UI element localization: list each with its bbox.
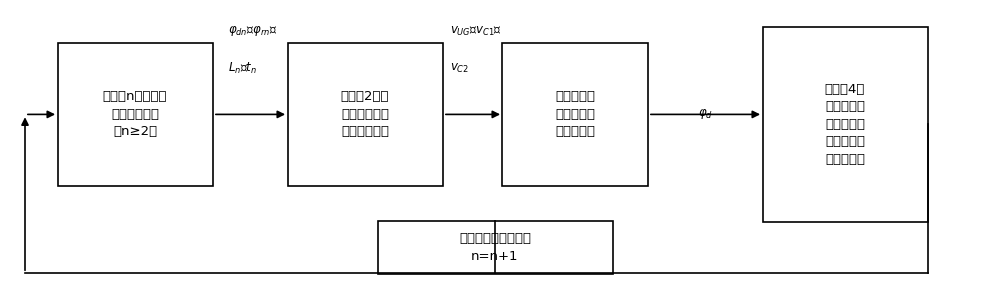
Bar bbox=[378, 221, 612, 274]
Text: $v_{UG}$、$v_{C1}$、: $v_{UG}$、$v_{C1}$、 bbox=[450, 25, 502, 38]
Text: $\varphi_{dn}$、$\varphi_{rn}$、: $\varphi_{dn}$、$\varphi_{rn}$、 bbox=[228, 25, 277, 38]
Bar bbox=[58, 43, 213, 186]
Text: 解算航向参
考范围并选
取目标航向: 解算航向参 考范围并选 取目标航向 bbox=[555, 90, 595, 138]
Text: 完成第n个滑翔周
期后采集数据
（n≥2）: 完成第n个滑翔周 期后采集数据 （n≥2） bbox=[103, 90, 167, 138]
Text: 使用（4）
式解出修正
航向并设置
其为水下滑
翔机的航向: 使用（4） 式解出修正 航向并设置 其为水下滑 翔机的航向 bbox=[825, 83, 865, 166]
Text: 继续下一个滑翔周期
n=n+1: 继续下一个滑翔周期 n=n+1 bbox=[459, 232, 531, 263]
Bar bbox=[763, 27, 928, 222]
Text: $\varphi_d$: $\varphi_d$ bbox=[698, 108, 714, 121]
Text: $L_n$、$t_n$: $L_n$、$t_n$ bbox=[228, 61, 257, 76]
Bar bbox=[502, 43, 648, 186]
Bar bbox=[288, 43, 442, 186]
Text: $v_{C2}$: $v_{C2}$ bbox=[450, 62, 469, 75]
Text: 列出（2）式
并使用递归最
小二乘法求解: 列出（2）式 并使用递归最 小二乘法求解 bbox=[341, 90, 389, 138]
